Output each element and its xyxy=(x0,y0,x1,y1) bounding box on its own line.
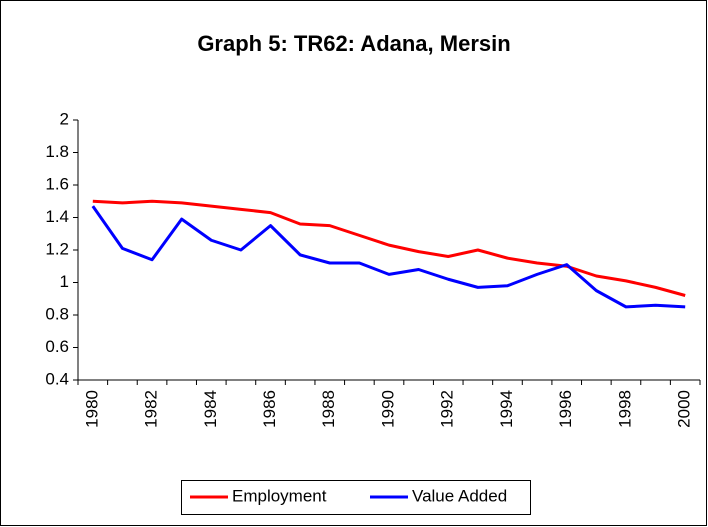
x-tick-label: 1988 xyxy=(319,390,338,428)
y-tick-label: 1.6 xyxy=(45,174,69,193)
x-tick-label: 1980 xyxy=(82,390,101,428)
y-tick-label: 2 xyxy=(60,109,69,128)
y-tick-label: 0.6 xyxy=(45,337,69,356)
x-tick-label: 1998 xyxy=(615,390,634,428)
y-tick-label: 0.4 xyxy=(45,369,69,388)
x-tick-label: 1990 xyxy=(378,390,397,428)
y-tick-label: 1.2 xyxy=(45,239,69,258)
x-tick-label: 1992 xyxy=(438,390,457,428)
chart-title: Graph 5: TR62: Adana, Mersin xyxy=(197,31,510,56)
legend-label: Employment xyxy=(232,486,327,505)
series-line xyxy=(91,205,686,309)
y-tick-label: 1 xyxy=(60,272,69,291)
y-tick-label: 1.4 xyxy=(45,207,69,226)
y-tick-label: 0.8 xyxy=(45,304,69,323)
series-line xyxy=(92,199,686,297)
x-tick-label: 1982 xyxy=(142,390,161,428)
x-tick-label: 2000 xyxy=(675,390,694,428)
legend-box xyxy=(181,480,531,515)
y-tick-label: 1.8 xyxy=(45,142,69,161)
x-tick-label: 1996 xyxy=(556,390,575,428)
x-tick-label: 1984 xyxy=(201,390,220,428)
x-tick-label: 1986 xyxy=(260,390,279,428)
x-tick-label: 1994 xyxy=(497,390,516,428)
legend-label: Value Added xyxy=(412,486,507,505)
